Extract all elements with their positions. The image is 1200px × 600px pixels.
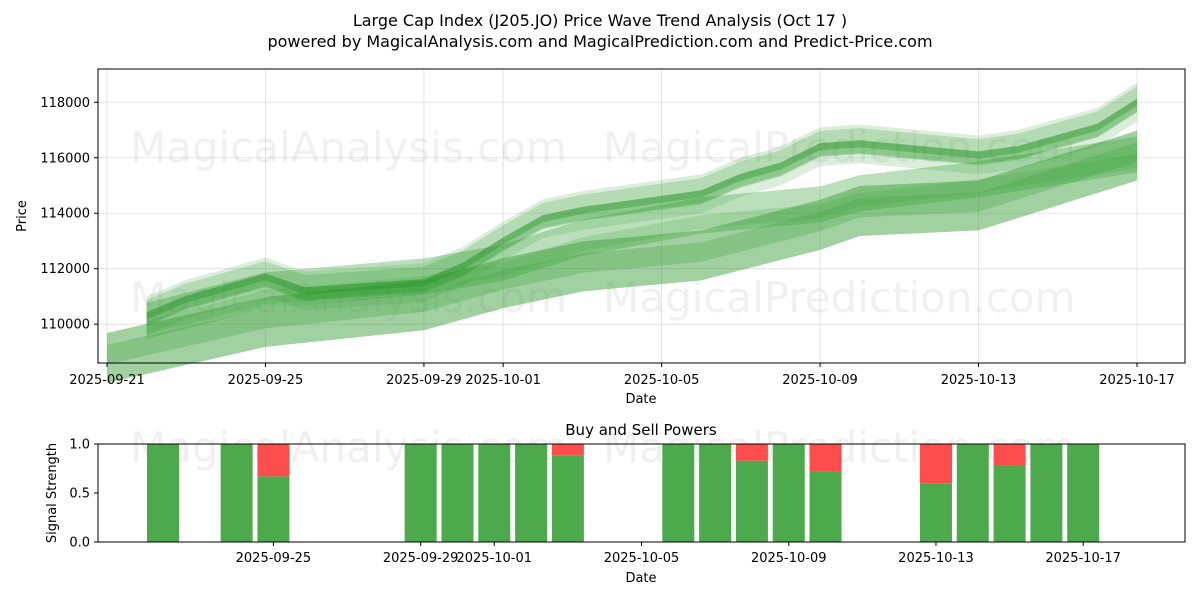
price-wave-band-7: [146, 98, 1138, 327]
main-title: Large Cap Index (J205.JO) Price Wave Tre…: [353, 11, 847, 30]
price-wave-band-3: [146, 136, 1138, 339]
price-x-ticks: 2025-09-21 2025-09-25 2025-09-29 2025-10-01…: [69, 363, 1175, 388]
price-grid: [98, 69, 1185, 363]
price-x-tick-label: 2025-10-01: [465, 373, 541, 388]
buy-power-bar: [662, 444, 695, 542]
price-y-tick-label: 114000: [40, 207, 90, 222]
signal-bars: [147, 444, 1100, 542]
price-watermark: MagicalAnalysis.com: [130, 123, 567, 172]
buy-power-bar: [441, 444, 474, 542]
sell-power-bar: [993, 444, 1026, 466]
buy-power-bar: [809, 471, 842, 542]
buy-power-bar: [1067, 444, 1100, 542]
price-y-label: Price: [15, 200, 30, 232]
price-wave-band-1: [107, 130, 1137, 383]
buy-power-bar: [404, 444, 437, 542]
price-x-tick-label: 2025-09-21: [69, 373, 145, 388]
price-wave-band-5: [146, 82, 1138, 336]
price-y-tick-label: 112000: [40, 262, 90, 277]
price-x-tick-label: 2025-09-25: [228, 373, 304, 388]
price-wave-band-2: [107, 142, 1137, 365]
buy-power-bar: [551, 455, 584, 542]
buy-power-bar: [147, 444, 179, 542]
price-y-tick-label: 110000: [40, 318, 90, 333]
buy-power-bar: [735, 460, 768, 542]
signal-y-ticks: 0.0 0.5 1.0: [69, 438, 98, 551]
signal-y-label: Signal Strength: [45, 443, 60, 543]
price-x-tick-label: 2025-09-29: [386, 373, 462, 388]
buy-power-bar: [478, 444, 511, 542]
buy-power-bar: [1030, 444, 1063, 542]
signal-y-tick-label: 1.0: [69, 438, 90, 453]
signal-x-tick-label: 2025-09-29: [383, 551, 459, 566]
price-watermark: MagicalAnalysis.com: [130, 273, 567, 322]
buy-power-bar: [257, 476, 290, 542]
price-plot-frame: [97, 68, 1186, 364]
sell-power-bar: [735, 444, 768, 461]
signal-x-tick-label: 2025-10-17: [1045, 551, 1121, 566]
price-y-ticks: 110000 112000 114000 116000 118000: [40, 96, 98, 333]
signal-x-tick-label: 2025-10-05: [604, 551, 680, 566]
price-wave-band-4: [146, 154, 1138, 335]
signal-chart: Buy and Sell Powers MagicalAnalysis.comM…: [45, 421, 1186, 586]
price-plot-area: [98, 69, 1185, 363]
price-x-tick-label: 2025-10-09: [782, 373, 858, 388]
buy-power-bar: [515, 444, 548, 542]
price-wave-band-6: [146, 86, 1138, 326]
sell-power-bar: [809, 444, 842, 472]
signal-y-tick-label: 0.5: [69, 487, 90, 502]
buy-power-bar: [919, 483, 952, 542]
buy-power-bar: [772, 444, 805, 542]
price-wave-bands: [107, 82, 1138, 383]
sell-power-bar: [919, 444, 952, 484]
price-x-label: Date: [625, 392, 656, 407]
signal-y-tick-label: 0.0: [69, 536, 90, 551]
price-watermark: MagicalPrediction.com: [603, 123, 1076, 172]
price-y-tick-label: 116000: [40, 151, 90, 166]
signal-x-tick-label: 2025-10-01: [456, 551, 532, 566]
price-x-tick-label: 2025-10-13: [941, 373, 1017, 388]
buy-power-bar: [699, 444, 732, 542]
signal-x-tick-label: 2025-10-13: [898, 551, 974, 566]
signal-x-tick-label: 2025-10-09: [751, 551, 827, 566]
buy-power-bar: [993, 465, 1026, 542]
buy-power-bar: [956, 444, 989, 542]
signal-x-label: Date: [625, 571, 656, 586]
sell-power-bar: [551, 444, 584, 456]
signal-title: Buy and Sell Powers: [565, 421, 717, 439]
sell-power-bar: [257, 444, 290, 477]
price-y-tick-label: 118000: [40, 96, 90, 111]
price-x-tick-label: 2025-10-05: [624, 373, 700, 388]
price-x-tick-label: 2025-10-17: [1099, 373, 1175, 388]
price-watermarks: MagicalAnalysis.com MagicalPrediction.com…: [130, 123, 1076, 322]
signal-x-tick-label: 2025-09-25: [236, 551, 312, 566]
price-watermark: MagicalPrediction.com: [603, 273, 1076, 322]
main-subtitle: powered by MagicalAnalysis.com and Magic…: [267, 32, 932, 51]
buy-power-bar: [220, 444, 253, 542]
price-chart: MagicalAnalysis.com MagicalPrediction.com…: [15, 68, 1186, 407]
